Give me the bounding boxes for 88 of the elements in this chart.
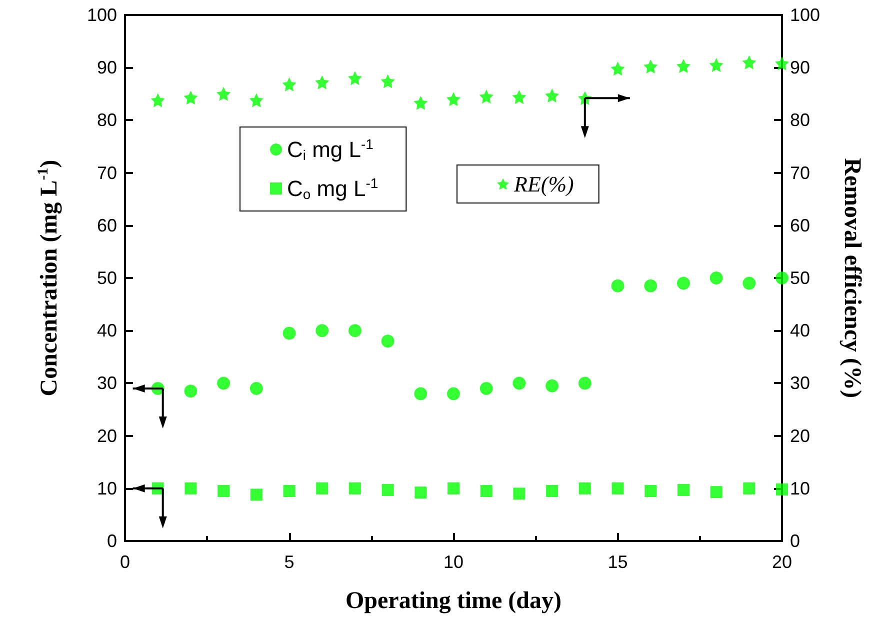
x-tick-label: 15 <box>608 552 628 572</box>
y-tick-label: 40 <box>96 320 117 341</box>
point <box>578 376 592 390</box>
y-axis-title: Concentration (mg L-1) <box>36 160 62 396</box>
y2-tick-label: 80 <box>790 110 810 130</box>
point <box>380 74 395 88</box>
y-tick-label: 50 <box>96 268 117 288</box>
point <box>446 92 460 106</box>
legend-label: RE(%) <box>513 172 574 196</box>
point <box>644 279 658 292</box>
point <box>348 71 362 86</box>
y-tick-label: 20 <box>96 426 117 446</box>
point <box>184 90 198 105</box>
point <box>512 90 526 104</box>
y2-tick-label: 0 <box>790 531 800 551</box>
y-tick-label: 30 <box>96 373 117 394</box>
point <box>546 485 558 498</box>
point <box>480 382 493 395</box>
y2-tick-label: 90 <box>790 58 810 78</box>
point <box>316 482 328 494</box>
y2-tick-label: 40 <box>790 320 810 341</box>
point <box>414 96 428 110</box>
y-tick-label: 0 <box>106 531 117 551</box>
point <box>283 485 296 498</box>
point <box>184 482 197 494</box>
point <box>776 483 788 496</box>
point <box>775 56 789 70</box>
point <box>381 334 394 348</box>
y-tick-label: 10 <box>96 478 117 498</box>
point <box>709 58 724 72</box>
y-tick-label: 90 <box>96 58 117 78</box>
y2-tick-label: 50 <box>790 268 810 288</box>
point <box>316 324 329 338</box>
x-tick-label: 10 <box>443 552 464 572</box>
y2-tick-label: 10 <box>790 478 810 498</box>
x-tick-label: 20 <box>772 552 792 572</box>
point <box>644 485 657 498</box>
point <box>644 60 658 74</box>
point <box>448 482 460 494</box>
point <box>676 59 690 74</box>
y2-tick-label: 60 <box>790 215 810 236</box>
y-tick-label: 70 <box>96 162 117 183</box>
x-tick-label: 5 <box>284 552 294 572</box>
point <box>216 86 231 101</box>
point <box>677 484 690 496</box>
point <box>250 488 262 501</box>
point <box>512 376 526 390</box>
point <box>414 486 427 499</box>
point <box>676 276 690 290</box>
point <box>742 276 756 290</box>
y2-tick-label: 20 <box>790 426 810 446</box>
point <box>382 484 394 496</box>
point <box>546 379 559 392</box>
y-tick-label: 100 <box>86 5 117 25</box>
point <box>348 482 361 494</box>
point <box>710 486 722 498</box>
point <box>545 88 560 102</box>
x-tick-label: 0 <box>120 552 130 572</box>
point <box>710 272 723 284</box>
point <box>479 90 494 104</box>
point <box>282 77 296 92</box>
x-axis-title: Operating time (day) <box>346 588 562 614</box>
point <box>249 93 264 108</box>
point <box>742 55 756 70</box>
point <box>217 376 230 390</box>
y2-tick-label: 30 <box>790 373 810 394</box>
point <box>348 324 362 338</box>
point <box>776 272 788 284</box>
y2-tick-label: 70 <box>790 162 810 183</box>
y-tick-label: 80 <box>96 110 117 130</box>
point <box>612 482 624 494</box>
point <box>611 279 624 292</box>
point <box>184 384 198 398</box>
y-tick-label: 60 <box>96 215 117 236</box>
point <box>513 488 526 500</box>
y2-axis-title: Removal efficiency (%) <box>839 158 865 398</box>
y2-tick-label: 100 <box>790 5 820 25</box>
point <box>743 482 756 494</box>
point <box>250 382 263 395</box>
point <box>282 326 296 340</box>
point <box>447 387 460 400</box>
point <box>578 482 591 494</box>
point <box>610 62 625 76</box>
point <box>480 485 492 498</box>
point <box>218 485 230 498</box>
point <box>150 93 165 108</box>
point <box>414 387 428 400</box>
point <box>315 75 330 90</box>
